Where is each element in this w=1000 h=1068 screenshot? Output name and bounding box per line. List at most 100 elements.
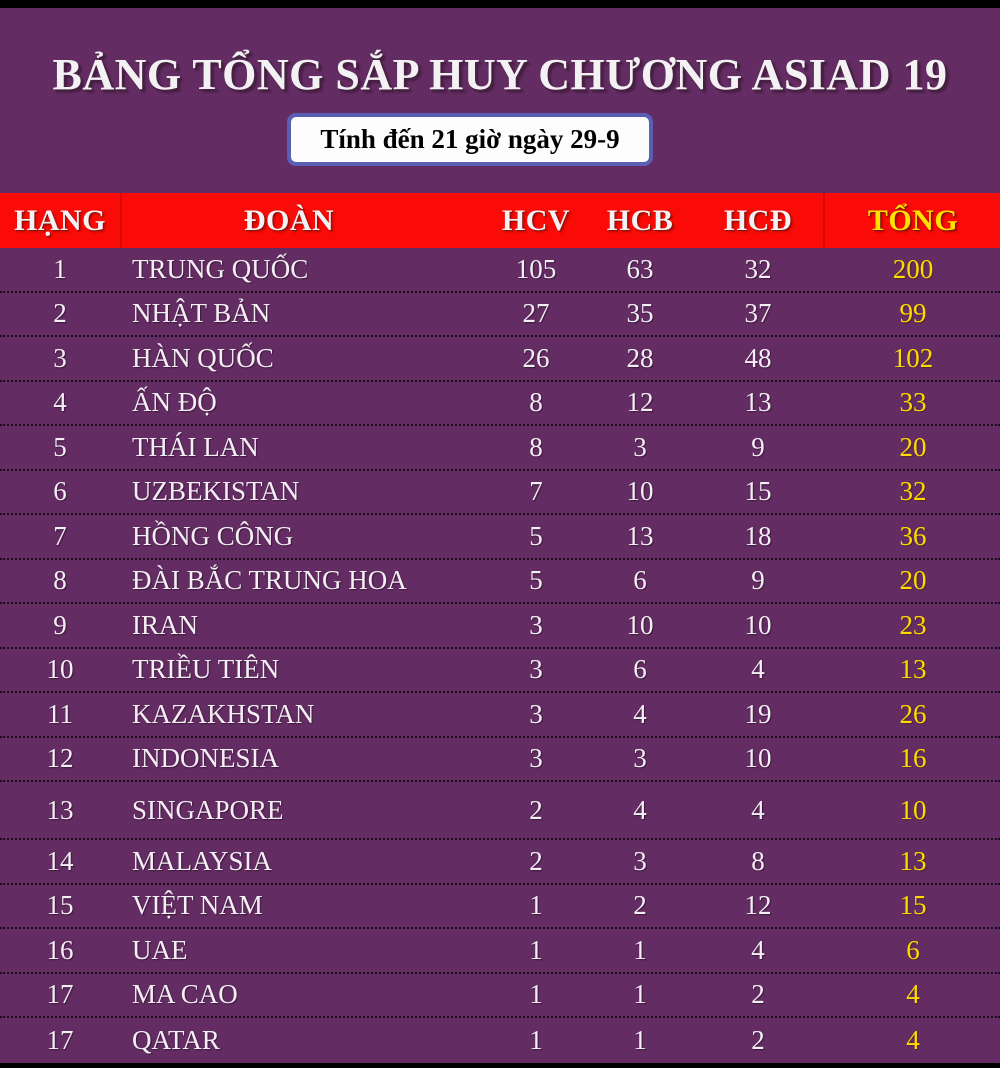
- cell-gold: 8: [529, 387, 543, 418]
- title-area: BẢNG TỔNG SẮP HUY CHƯƠNG ASIAD 19 Tính đ…: [0, 8, 1000, 185]
- cell-rank: 14: [46, 845, 74, 876]
- cell-gold: 26: [522, 342, 550, 373]
- cell-rank: 12: [46, 743, 74, 774]
- cell-total: 26: [899, 698, 927, 729]
- table-row: 12 INDONESIA 3 3 10 16: [0, 737, 1000, 782]
- date-badge: Tính đến 21 giờ ngày 29-9: [287, 113, 653, 166]
- cell-gold: 105: [515, 253, 557, 284]
- table-row: 14 MALAYSIA 2 3 8 13: [0, 840, 1000, 885]
- cell-total: 20: [899, 431, 927, 462]
- cell-team: UZBEKISTAN: [132, 476, 300, 507]
- table-row: 11 KAZAKHSTAN 3 4 19 26: [0, 693, 1000, 738]
- cell-team: ẤN ĐỘ: [132, 387, 217, 418]
- cell-total: 36: [899, 520, 927, 551]
- cell-total: 33: [899, 387, 927, 418]
- cell-bronze: 2: [751, 979, 765, 1010]
- date-badge-label: Tính đến 21 giờ ngày 29-9: [320, 124, 620, 154]
- header-divider-total: [823, 193, 825, 248]
- cell-rank: 17: [46, 979, 74, 1010]
- cell-gold: 3: [529, 609, 543, 640]
- table-row: 17 QATAR 1 1 2 4: [0, 1018, 1000, 1063]
- cell-silver: 12: [626, 387, 654, 418]
- cell-team: ĐÀI BẮC TRUNG HOA: [132, 565, 407, 596]
- cell-silver: 63: [626, 253, 654, 284]
- cell-rank: 4: [53, 387, 67, 418]
- column-header-silver: HCB: [606, 203, 674, 237]
- cell-silver: 3: [633, 845, 647, 876]
- cell-silver: 3: [633, 743, 647, 774]
- column-header-gold: HCV: [501, 203, 571, 237]
- cell-total: 10: [899, 794, 927, 825]
- cell-rank: 6: [53, 476, 67, 507]
- cell-rank: 11: [47, 698, 73, 729]
- table-row: 6 UZBEKISTAN 7 10 15 32: [0, 470, 1000, 515]
- cell-gold: 3: [529, 654, 543, 685]
- cell-rank: 15: [46, 890, 74, 921]
- cell-rank: 3: [53, 342, 67, 373]
- cell-bronze: 4: [751, 654, 765, 685]
- cell-bronze: 4: [751, 794, 765, 825]
- cell-gold: 7: [529, 476, 543, 507]
- cell-gold: 1: [529, 890, 543, 921]
- cell-bronze: 2: [751, 1024, 765, 1055]
- cell-silver: 10: [626, 609, 654, 640]
- table-row: 15 VIỆT NAM 1 2 12 15: [0, 884, 1000, 929]
- cell-bronze: 10: [744, 609, 772, 640]
- cell-total: 4: [906, 1024, 920, 1055]
- cell-total: 102: [892, 342, 934, 373]
- cell-silver: 4: [633, 698, 647, 729]
- column-header-rank: HẠNG: [14, 203, 106, 237]
- cell-total: 200: [892, 253, 934, 284]
- cell-silver: 13: [626, 520, 654, 551]
- cell-team: QATAR: [132, 1024, 220, 1055]
- header-divider-rank: [120, 193, 122, 248]
- cell-rank: 17: [46, 1024, 74, 1055]
- cell-team: INDONESIA: [132, 743, 279, 774]
- cell-silver: 2: [633, 890, 647, 921]
- cell-team: IRAN: [132, 609, 198, 640]
- cell-team: HỒNG CÔNG: [132, 520, 294, 551]
- cell-gold: 8: [529, 431, 543, 462]
- cell-bronze: 48: [744, 342, 772, 373]
- cell-silver: 28: [626, 342, 654, 373]
- column-header-bronze: HCĐ: [723, 203, 793, 237]
- table-row: 2 NHẬT BẢN 27 35 37 99: [0, 292, 1000, 337]
- cell-rank: 16: [46, 934, 74, 965]
- cell-team: NHẬT BẢN: [132, 298, 271, 329]
- cell-silver: 1: [633, 1024, 647, 1055]
- cell-total: 23: [899, 609, 927, 640]
- column-header-team: ĐOÀN: [243, 203, 335, 237]
- table-row: 17 MA CAO 1 1 2 4: [0, 973, 1000, 1018]
- cell-team: MA CAO: [132, 979, 238, 1010]
- cell-gold: 3: [529, 698, 543, 729]
- table-body: 1 TRUNG QUỐC 105 63 32 200 2 NHẬT BẢN 27 35 37 99 3 H…: [0, 248, 1000, 1063]
- cell-gold: 1: [529, 1024, 543, 1055]
- cell-total: 15: [899, 890, 927, 921]
- cell-gold: 1: [529, 934, 543, 965]
- cell-total: 16: [899, 743, 927, 774]
- cell-silver: 1: [633, 979, 647, 1010]
- cell-bronze: 12: [744, 890, 772, 921]
- table-header-row: HẠNG ĐOÀN HCV HCB HCĐ TỔNG: [0, 193, 1000, 248]
- cell-bronze: 15: [744, 476, 772, 507]
- cell-total: 13: [899, 845, 927, 876]
- cell-total: 32: [899, 476, 927, 507]
- table-row: 9 IRAN 3 10 10 23: [0, 604, 1000, 649]
- cell-team: VIỆT NAM: [132, 890, 263, 921]
- table-row: 10 TRIỀU TIÊN 3 6 4 13: [0, 648, 1000, 693]
- cell-rank: 8: [53, 565, 67, 596]
- table-row: 13 SINGAPORE 2 4 4 10: [0, 782, 1000, 840]
- cell-silver: 6: [633, 565, 647, 596]
- cell-rank: 1: [53, 253, 67, 284]
- cell-bronze: 9: [751, 431, 765, 462]
- cell-rank: 10: [46, 654, 74, 685]
- cell-rank: 13: [46, 794, 74, 825]
- cell-rank: 5: [53, 431, 67, 462]
- cell-total: 13: [899, 654, 927, 685]
- table-row: 1 TRUNG QUỐC 105 63 32 200: [0, 248, 1000, 293]
- cell-silver: 4: [633, 794, 647, 825]
- cell-gold: 5: [529, 565, 543, 596]
- cell-bronze: 32: [744, 253, 772, 284]
- cell-rank: 7: [53, 520, 67, 551]
